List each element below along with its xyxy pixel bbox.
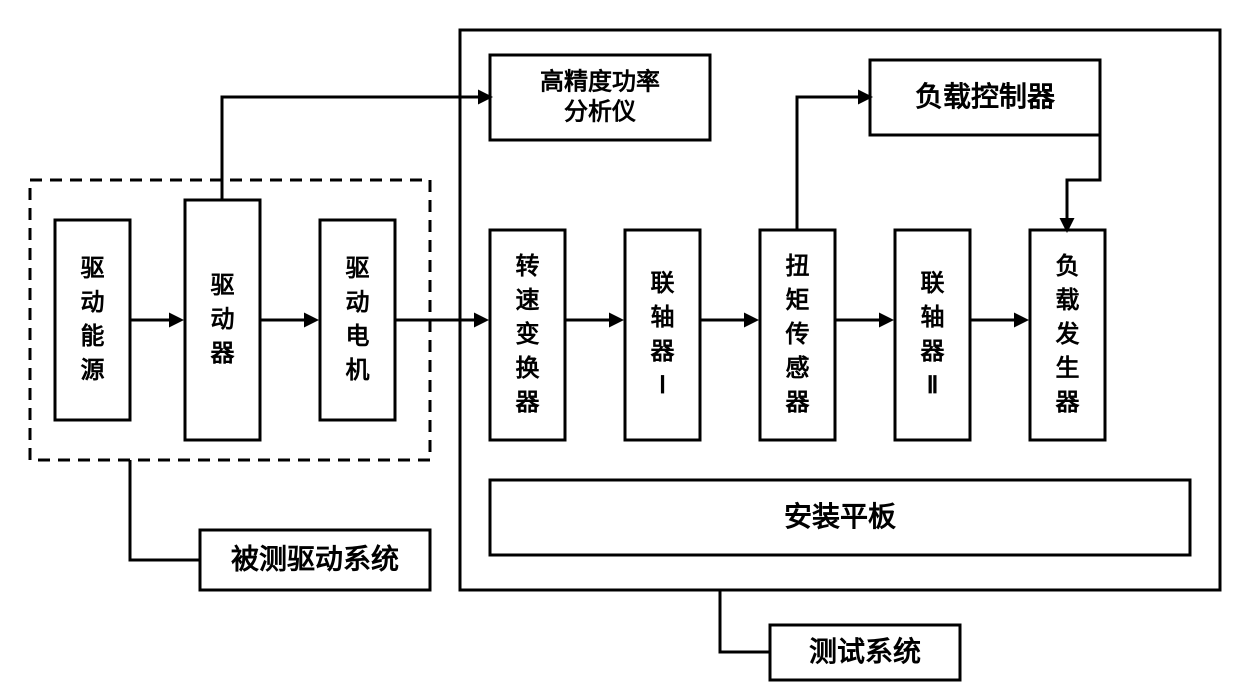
node-label-label_dut: 被测驱动系统 (231, 542, 399, 575)
node-drive_energy (55, 220, 130, 420)
node-drive_motor (320, 220, 395, 420)
node-label-drive_energy: 驱动能源 (81, 255, 105, 384)
node-label-label_test: 测试系统 (809, 635, 921, 668)
node-label-power_analyzer: 高精度功率分析仪 (540, 68, 660, 126)
node-coupling1 (625, 230, 700, 440)
node-label-drive_motor: 驱动电机 (346, 255, 370, 384)
arrow-driver_to_analyzer (222, 97, 490, 200)
node-label-driver: 驱动器 (210, 272, 236, 367)
arrow-loadctrl_to_loadgen (1067, 135, 1100, 230)
node-label-torque_sensor: 扭矩传感器 (785, 252, 811, 416)
leader-dut_leader (130, 460, 200, 560)
node-label-load_ctrl: 负载控制器 (915, 81, 1056, 113)
node-label-load_gen: 负载发生器 (1055, 253, 1081, 416)
node-label-coupling2: 联轴器Ⅱ (920, 270, 946, 399)
node-label-mount_plate: 安装平板 (784, 501, 896, 533)
node-power_analyzer (490, 55, 710, 140)
node-label-coupling1: 联轴器Ⅰ (650, 270, 676, 399)
arrow-torque_to_loadctrl (797, 97, 870, 230)
node-coupling2 (895, 230, 970, 440)
leader-test_leader (720, 590, 770, 652)
node-label-speed_conv: 转速变换器 (515, 252, 541, 416)
